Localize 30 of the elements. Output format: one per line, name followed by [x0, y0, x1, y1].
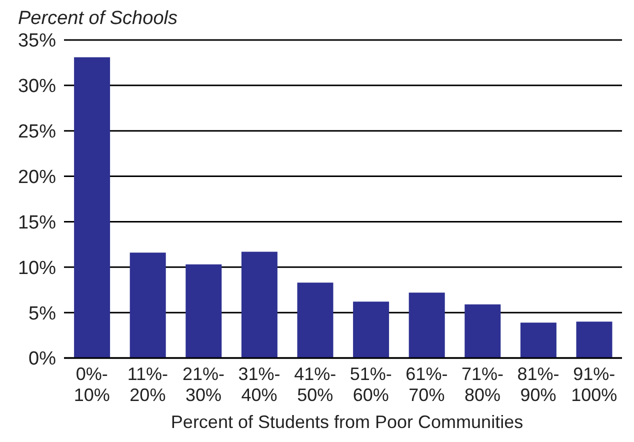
bar — [74, 57, 110, 358]
x-tick-label: 31%-40% — [238, 364, 280, 405]
bar — [297, 282, 334, 358]
bar — [130, 252, 166, 358]
y-tick-label: 35% — [18, 30, 56, 52]
x-axis-title: Percent of Students from Poor Communities — [170, 412, 524, 433]
y-tick-label: 5% — [28, 303, 56, 324]
y-axis-title: Percent of Schools — [18, 8, 178, 30]
y-tick-label: 0% — [28, 348, 56, 370]
x-tick-label: 21%-30% — [182, 364, 225, 405]
y-tick-label: 30% — [18, 76, 56, 98]
y-tick-label: 25% — [18, 122, 56, 143]
y-tick-label: 20% — [18, 167, 56, 188]
x-tick-label: 81%-90% — [517, 364, 560, 405]
bar — [408, 292, 445, 358]
x-tick-label: 11%-20% — [127, 364, 168, 405]
x-tick-label: 61%-70% — [406, 364, 448, 405]
y-tick-label: 10% — [18, 258, 56, 279]
x-tick-label: 51%-60% — [350, 364, 392, 405]
bar — [241, 252, 278, 358]
bar — [576, 322, 612, 358]
x-tick-label: 91%-100% — [571, 364, 618, 405]
y-tick-label: 15% — [18, 212, 56, 234]
x-tick-label: 71%-80% — [461, 364, 504, 405]
x-tick-label: 0%-10% — [74, 364, 110, 405]
bar — [464, 304, 501, 358]
bar — [520, 322, 556, 358]
bar — [353, 302, 390, 358]
x-tick-label: 41%-50% — [294, 364, 336, 405]
bar — [186, 264, 222, 358]
